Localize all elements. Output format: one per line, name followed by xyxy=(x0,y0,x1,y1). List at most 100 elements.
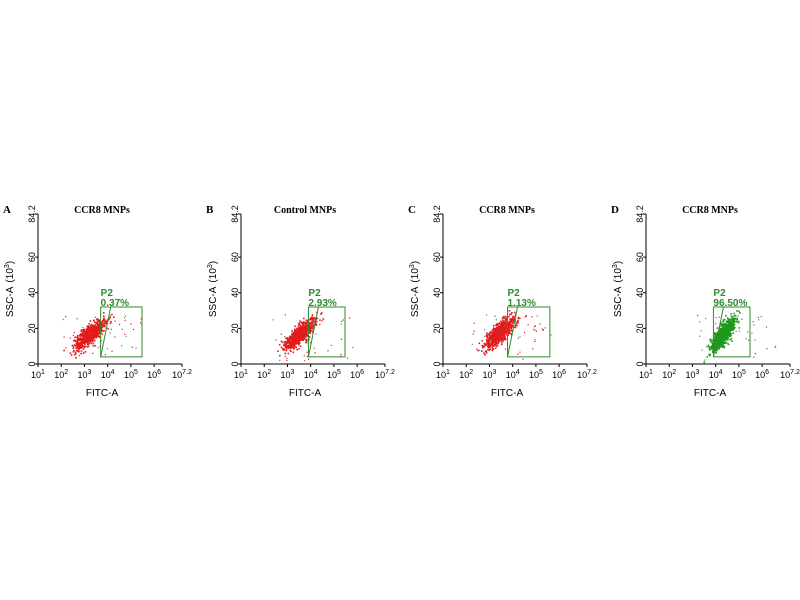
event-point xyxy=(290,346,292,348)
event-point xyxy=(295,346,297,349)
x-tick-exponent: 2 xyxy=(469,369,473,376)
y-tick-label: 0 xyxy=(635,361,645,366)
event-point xyxy=(292,331,294,333)
event-point xyxy=(92,330,95,332)
event-point xyxy=(72,347,75,350)
gate-name: P2 xyxy=(508,288,521,299)
event-point xyxy=(509,323,511,326)
event-point xyxy=(727,339,729,341)
event-point xyxy=(298,335,300,337)
event-point xyxy=(507,328,510,331)
event-point xyxy=(720,336,722,339)
event-point xyxy=(737,321,739,323)
event-point xyxy=(720,342,723,344)
event-point xyxy=(96,321,98,324)
event-point xyxy=(86,339,89,342)
event-point xyxy=(715,323,717,325)
event-point xyxy=(505,332,508,334)
event-point xyxy=(346,357,349,359)
event-point xyxy=(94,316,96,318)
event-point xyxy=(477,349,479,352)
y-axis-label: SSC-A (103) xyxy=(4,261,16,317)
event-point xyxy=(481,340,483,342)
event-point xyxy=(314,352,316,354)
x-tick-exponent: 3 xyxy=(291,369,295,376)
event-point xyxy=(507,321,510,323)
x-tick-exponent: 2 xyxy=(267,369,271,376)
event-point xyxy=(92,336,94,339)
event-point xyxy=(487,344,490,347)
x-tick-base: 10 xyxy=(172,370,182,380)
event-point xyxy=(294,328,296,331)
x-tick-exponent: 4 xyxy=(314,369,318,376)
event-point xyxy=(495,334,497,337)
event-point xyxy=(486,343,488,345)
x-tick-base: 10 xyxy=(755,370,765,380)
event-point xyxy=(495,326,498,329)
event-point xyxy=(709,346,711,348)
event-point xyxy=(305,341,307,344)
event-point xyxy=(280,333,282,335)
y-tick-label: 60 xyxy=(432,252,442,262)
event-point xyxy=(715,317,717,319)
event-point xyxy=(494,332,497,335)
x-tick-label: 106 xyxy=(755,369,769,380)
event-point xyxy=(301,323,304,325)
event-point xyxy=(73,350,75,352)
event-point xyxy=(495,339,498,342)
event-point xyxy=(717,345,720,348)
x-tick-base: 10 xyxy=(234,370,244,380)
event-point xyxy=(500,329,503,331)
event-point xyxy=(73,339,75,342)
event-point xyxy=(703,359,706,361)
event-point xyxy=(505,338,507,341)
event-point xyxy=(711,351,714,353)
event-point xyxy=(293,339,296,342)
event-point xyxy=(473,322,475,324)
event-point xyxy=(722,345,724,347)
event-point xyxy=(82,348,85,350)
event-point xyxy=(277,350,279,352)
event-point xyxy=(724,327,726,330)
event-point xyxy=(711,339,713,342)
event-point xyxy=(87,343,90,346)
event-point xyxy=(499,339,501,342)
event-point xyxy=(699,335,701,337)
event-point xyxy=(496,324,498,326)
event-point xyxy=(724,338,726,340)
event-point xyxy=(714,339,716,341)
event-point xyxy=(90,330,92,333)
event-point xyxy=(291,340,293,343)
event-point xyxy=(727,337,729,339)
event-point xyxy=(305,323,307,325)
event-point xyxy=(724,325,726,327)
event-point xyxy=(74,353,76,356)
event-point xyxy=(495,341,497,343)
event-point xyxy=(498,325,500,327)
event-point xyxy=(282,348,284,350)
event-point xyxy=(727,343,729,345)
event-point xyxy=(285,345,288,347)
y-tick-label: 84.2 xyxy=(432,205,442,223)
event-point xyxy=(92,326,95,329)
event-point xyxy=(497,341,500,344)
event-point xyxy=(509,318,511,320)
event-point xyxy=(488,349,491,352)
event-point xyxy=(92,352,94,354)
event-point xyxy=(98,335,100,338)
event-point xyxy=(76,338,79,340)
event-point xyxy=(322,318,325,320)
event-point xyxy=(305,339,308,341)
event-point xyxy=(79,343,81,345)
event-point xyxy=(88,332,90,334)
y-axis-label-name: SSC-A xyxy=(5,286,16,317)
event-point xyxy=(297,340,299,343)
x-tick-exponent: 1 xyxy=(649,369,653,376)
event-point xyxy=(500,323,503,326)
event-point xyxy=(297,339,300,342)
event-point xyxy=(82,329,85,332)
event-point xyxy=(723,324,725,326)
event-point xyxy=(302,339,304,341)
event-point xyxy=(72,351,75,353)
event-point xyxy=(518,316,520,318)
